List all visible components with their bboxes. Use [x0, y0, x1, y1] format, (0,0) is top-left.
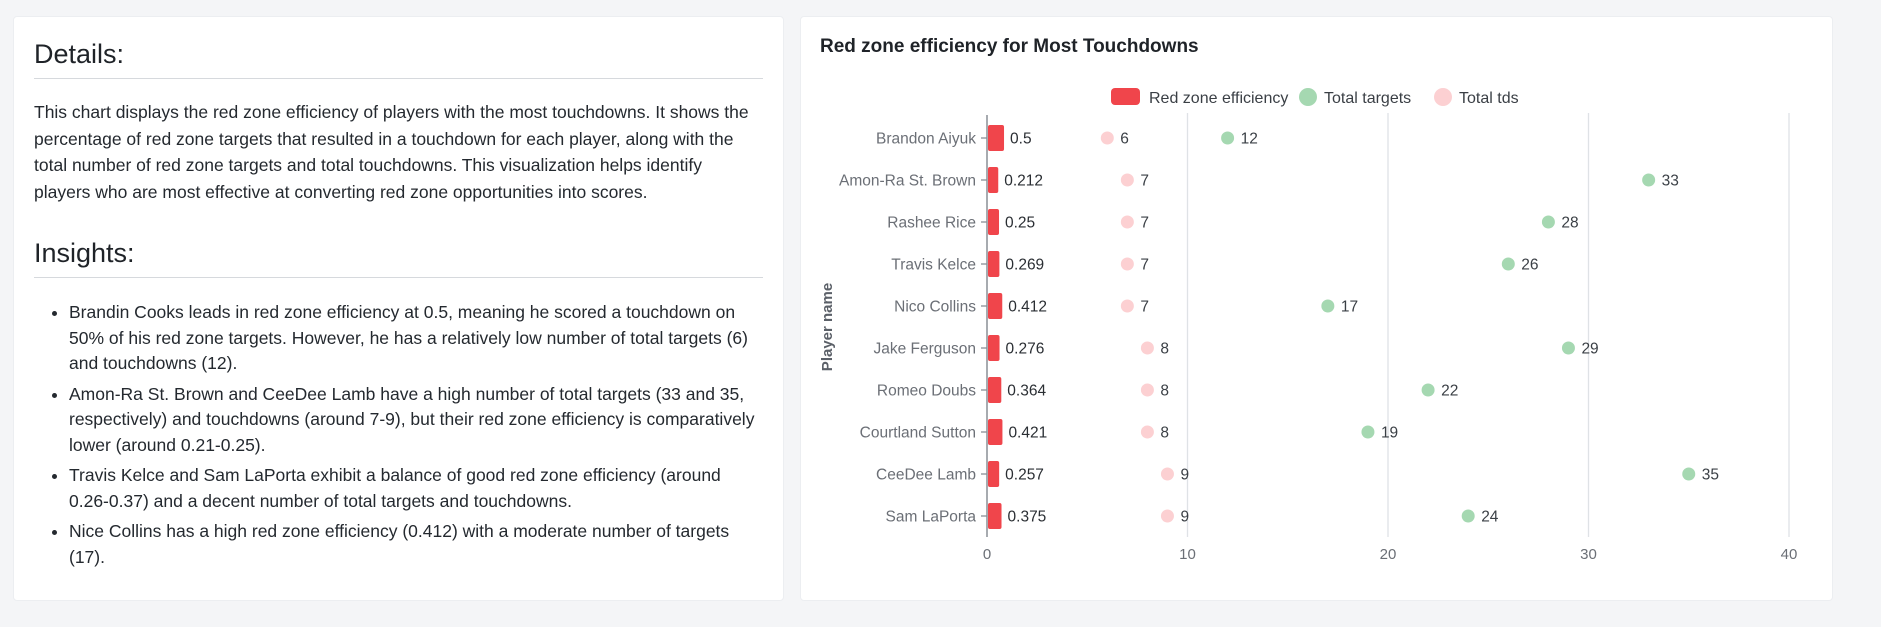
efficiency-bar — [988, 167, 999, 193]
targets-value-label: 29 — [1581, 341, 1598, 358]
y-tick-label: Romeo Doubs — [877, 383, 976, 400]
targets-point — [1461, 509, 1475, 523]
insight-item: Nice Collins has a high red zone efficie… — [69, 519, 763, 570]
tds-point — [1120, 299, 1134, 313]
x-tick-label: 20 — [1380, 546, 1397, 563]
tds-value-label: 8 — [1160, 341, 1169, 358]
insights-title: Insights: — [34, 238, 763, 278]
efficiency-value-label: 0.212 — [1004, 173, 1043, 190]
efficiency-bar — [988, 125, 1005, 151]
targets-value-label: 26 — [1521, 257, 1538, 274]
targets-point — [1682, 467, 1696, 481]
targets-value-label: 17 — [1341, 299, 1358, 316]
legend-swatch — [1299, 88, 1317, 106]
efficiency-bar — [988, 419, 1003, 445]
efficiency-bar — [988, 377, 1002, 403]
targets-value-label: 33 — [1662, 173, 1679, 190]
efficiency-bar — [988, 335, 1000, 361]
tds-value-label: 8 — [1160, 383, 1169, 400]
tds-value-label: 7 — [1140, 173, 1149, 190]
y-tick-label: Jake Ferguson — [873, 341, 976, 358]
details-title: Details: — [34, 39, 763, 79]
chart-panel: Red zone efficiency for Most Touchdowns R… — [800, 16, 1833, 601]
efficiency-bar — [988, 461, 1000, 487]
targets-point — [1361, 425, 1375, 439]
insights-list: Brandin Cooks leads in red zone efficien… — [34, 300, 763, 570]
targets-value-label: 24 — [1481, 509, 1499, 526]
efficiency-value-label: 0.25 — [1005, 215, 1035, 232]
targets-point — [1321, 299, 1335, 313]
y-axis-title: Player name — [819, 283, 836, 371]
targets-value-label: 19 — [1381, 425, 1398, 442]
tds-point — [1140, 425, 1154, 439]
efficiency-value-label: 0.276 — [1006, 341, 1045, 358]
efficiency-bar — [988, 209, 1000, 235]
efficiency-value-label: 0.5 — [1010, 131, 1032, 148]
tds-value-label: 8 — [1160, 425, 1169, 442]
efficiency-value-label: 0.257 — [1005, 467, 1044, 484]
efficiency-value-label: 0.364 — [1007, 383, 1046, 400]
targets-point — [1541, 215, 1555, 229]
tds-value-label: 6 — [1120, 131, 1129, 148]
tds-point — [1120, 173, 1134, 187]
legend-swatch — [1434, 88, 1452, 106]
tds-point — [1140, 383, 1154, 397]
y-tick-label: Nico Collins — [894, 299, 976, 316]
efficiency-value-label: 0.269 — [1005, 257, 1044, 274]
targets-value-label: 12 — [1241, 131, 1258, 148]
targets-point — [1642, 173, 1656, 187]
y-tick-label: Travis Kelce — [891, 257, 976, 274]
efficiency-value-label: 0.412 — [1008, 299, 1047, 316]
details-panel: Details: This chart displays the red zon… — [13, 16, 784, 601]
chart-svg: Red zone efficiency for Most Touchdowns R… — [819, 36, 1798, 563]
tds-point — [1160, 509, 1174, 523]
targets-point — [1501, 257, 1515, 271]
x-tick-label: 0 — [983, 546, 991, 563]
details-description: This chart displays the red zone efficie… — [34, 102, 749, 202]
legend-swatch — [1111, 88, 1140, 105]
y-tick-label: Courtland Sutton — [860, 425, 976, 442]
tds-point — [1100, 131, 1114, 145]
targets-value-label: 35 — [1702, 467, 1719, 484]
x-tick-label: 40 — [1781, 546, 1798, 563]
targets-value-label: 28 — [1561, 215, 1578, 232]
tds-value-label: 7 — [1140, 257, 1149, 274]
y-tick-label: Rashee Rice — [887, 215, 976, 232]
x-tick-label: 30 — [1580, 546, 1597, 563]
legend-label: Red zone efficiency — [1149, 90, 1288, 107]
insight-item: Amon-Ra St. Brown and CeeDee Lamb have a… — [69, 382, 763, 459]
tds-point — [1120, 215, 1134, 229]
tds-value-label: 7 — [1140, 215, 1149, 232]
tds-point — [1160, 467, 1174, 481]
insight-item: Travis Kelce and Sam LaPorta exhibit a b… — [69, 463, 763, 514]
legend-label: Total targets — [1324, 90, 1411, 107]
y-tick-label: CeeDee Lamb — [876, 467, 976, 484]
insight-item: Brandin Cooks leads in red zone efficien… — [69, 300, 763, 377]
legend-label: Total tds — [1459, 90, 1519, 107]
efficiency-bar — [988, 251, 1000, 277]
tds-point — [1120, 257, 1134, 271]
efficiency-bar — [988, 293, 1003, 319]
y-tick-label: Amon-Ra St. Brown — [839, 173, 976, 190]
targets-point — [1221, 131, 1235, 145]
targets-point — [1561, 341, 1575, 355]
tds-value-label: 9 — [1180, 509, 1189, 526]
efficiency-value-label: 0.421 — [1008, 425, 1047, 442]
chart-title: Red zone efficiency for Most Touchdowns — [820, 36, 1199, 57]
targets-point — [1421, 383, 1435, 397]
efficiency-bar — [988, 503, 1002, 529]
tds-point — [1140, 341, 1154, 355]
targets-value-label: 22 — [1441, 383, 1458, 400]
efficiency-value-label: 0.375 — [1008, 509, 1047, 526]
tds-value-label: 9 — [1180, 467, 1189, 484]
tds-value-label: 7 — [1140, 299, 1149, 316]
y-tick-label: Sam LaPorta — [886, 509, 977, 526]
y-tick-label: Brandon Aiyuk — [876, 131, 976, 148]
x-tick-label: 10 — [1179, 546, 1196, 563]
